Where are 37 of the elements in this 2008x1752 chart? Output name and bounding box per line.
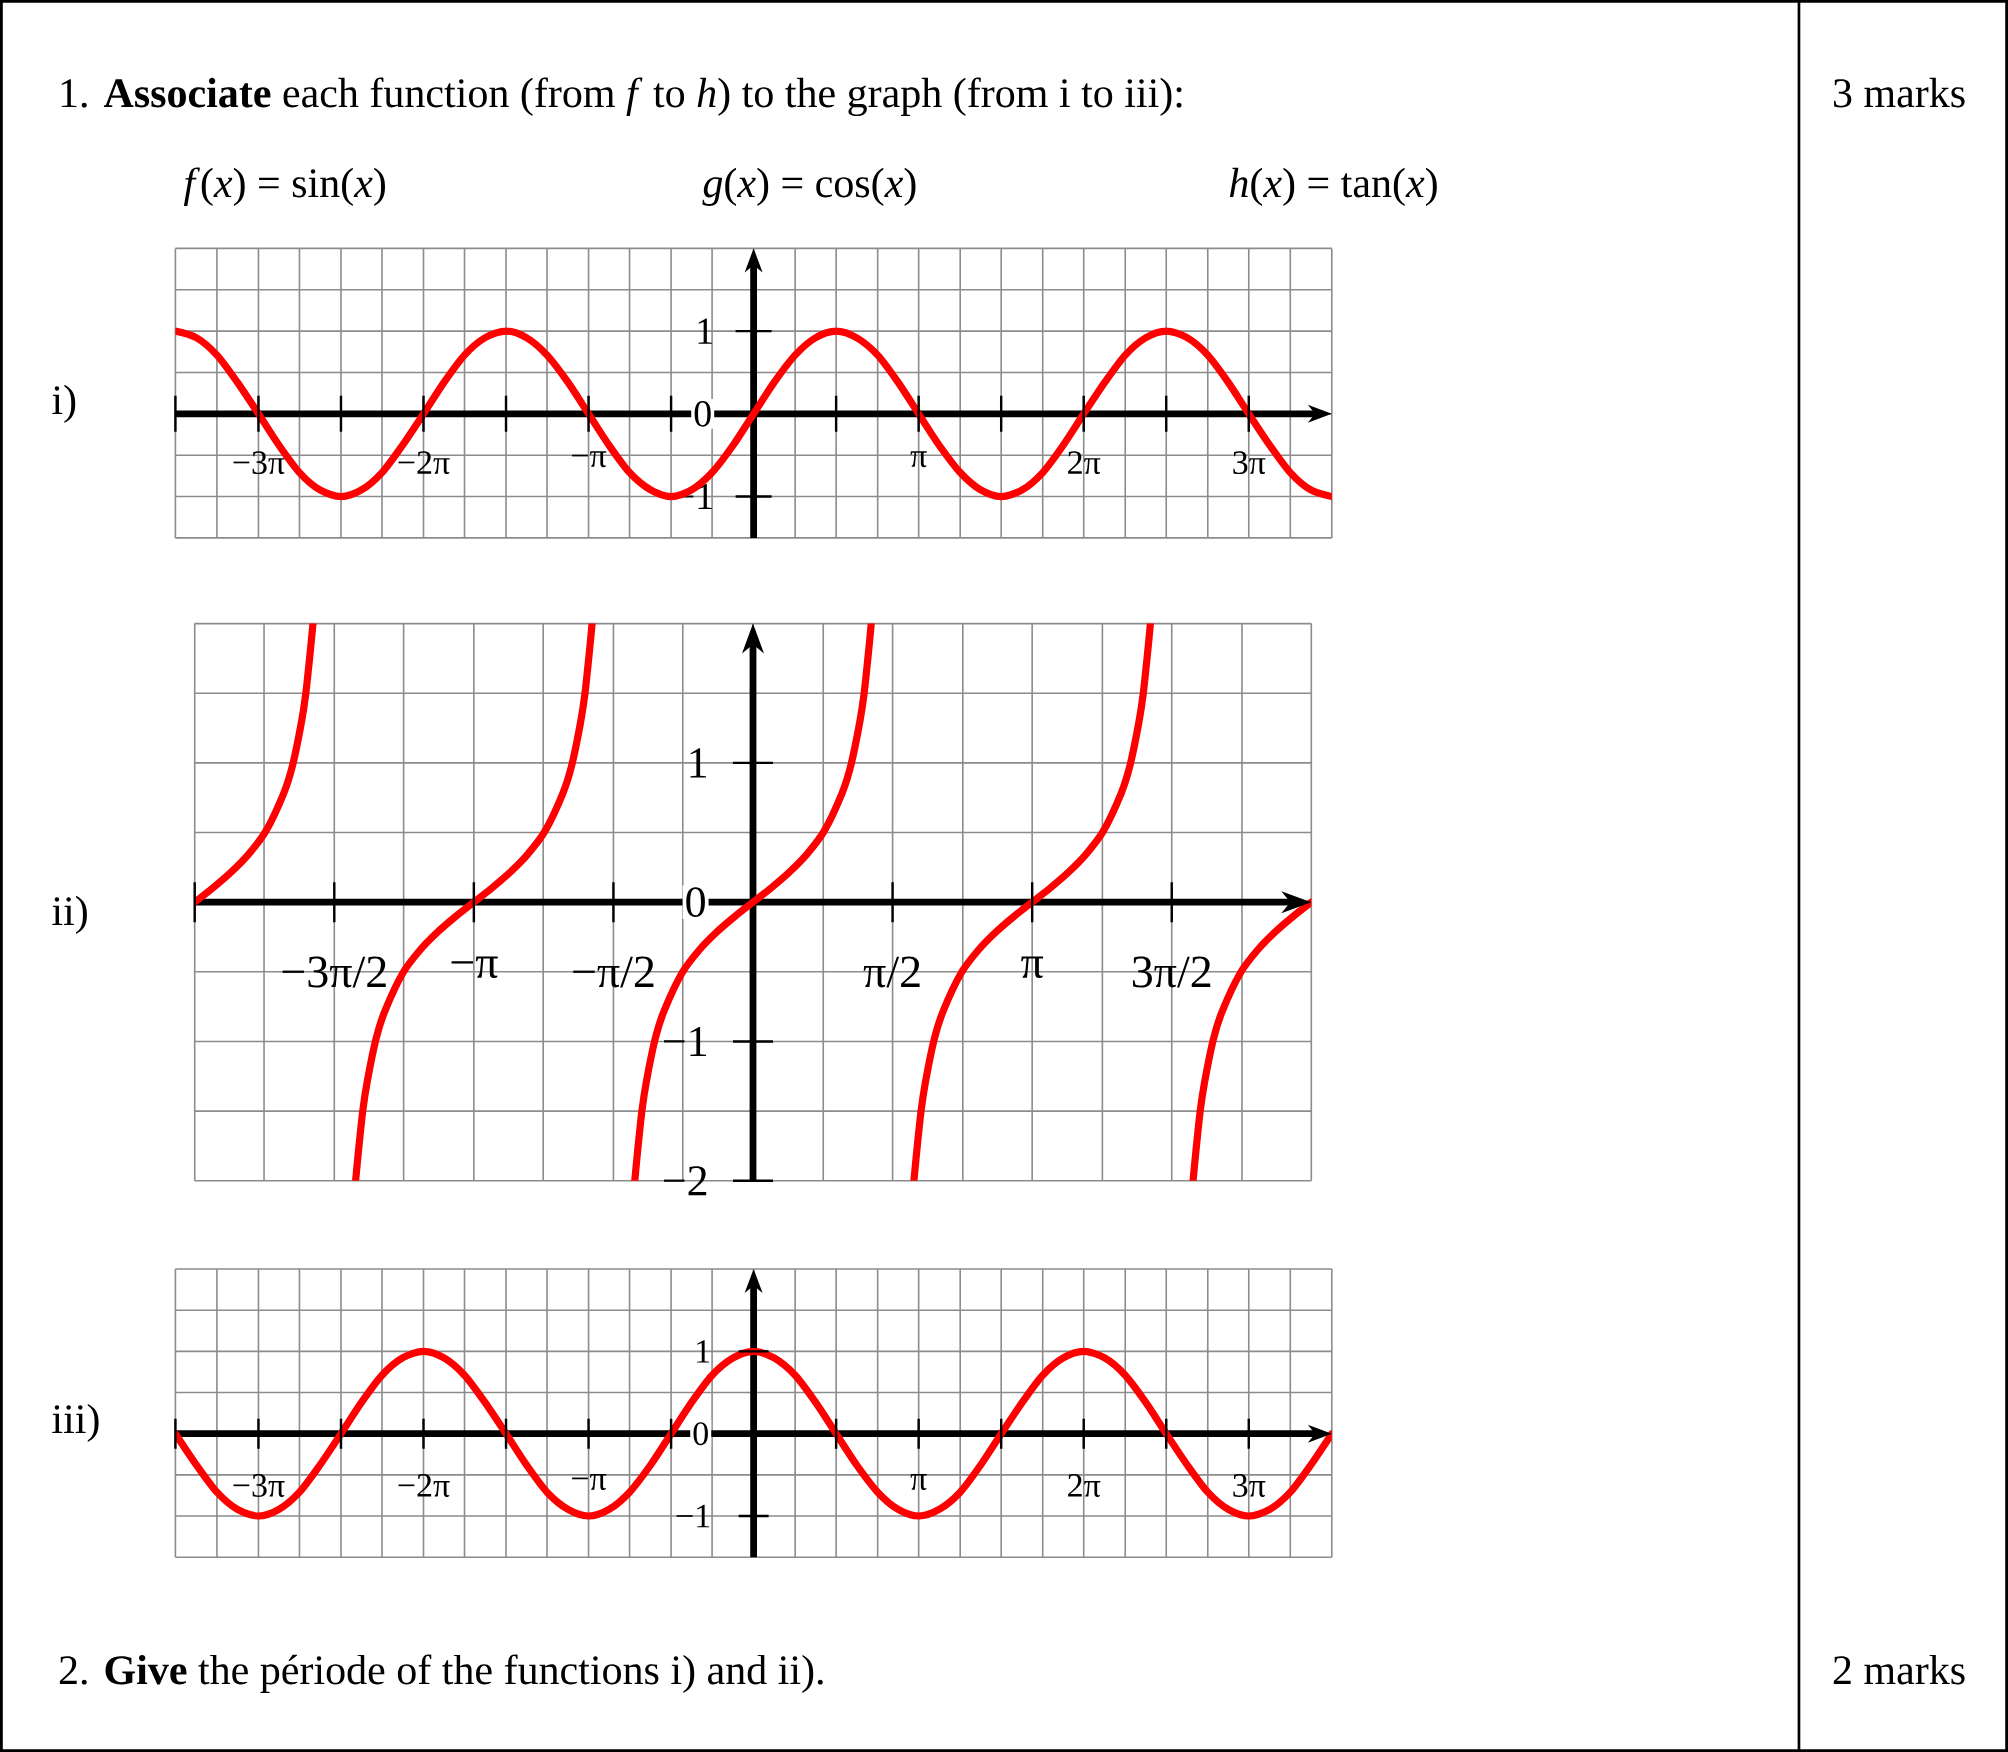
y-tick-label: 0 [693, 1422, 708, 1446]
text: g(x) = cos(x) [702, 167, 916, 206]
x-tick-label: −2π [398, 451, 450, 475]
x-tick-label: π [910, 1474, 927, 1491]
x-tick-label: −3π [233, 1474, 285, 1497]
y-tick-label: 1 [698, 318, 712, 344]
text: h(x) = tan(x) [1229, 167, 1437, 206]
y-tick-label: 0 [686, 887, 705, 918]
y-tick-label: −1 [663, 1026, 706, 1056]
y-tick-label: −2 [663, 1166, 707, 1196]
text: 3 marks [1833, 77, 1965, 108]
x-tick-label: 2π [1068, 451, 1101, 475]
text: iii) [52, 1403, 99, 1442]
x-tick-label: 2π [1068, 1474, 1101, 1497]
x-tick-label: −π/2 [573, 956, 654, 988]
text: 2 marks [1833, 1654, 1965, 1685]
x-tick-label: −3π [233, 451, 285, 475]
x-tick-label: 3π/2 [1132, 956, 1211, 988]
y-tick-label: −1 [676, 1504, 710, 1528]
x-tick-label: 3π [1233, 1474, 1266, 1497]
y-tick-label: 1 [690, 748, 706, 778]
text: ii) [52, 895, 87, 934]
x-tick-label: −π [572, 1474, 607, 1491]
x-tick-label: −π [451, 956, 498, 979]
text: f(x) = sin(x) [183, 167, 385, 206]
x-tick-label: π [910, 451, 927, 468]
x-tick-label: −2π [398, 1474, 450, 1497]
y-tick-label: 1 [697, 1340, 710, 1363]
x-tick-label: −3π/2 [282, 956, 386, 988]
text: 2. Give the période of the functions i) and ii). [59, 1654, 823, 1693]
x-tick-label: π/2 [863, 956, 920, 988]
y-tick-label: 0 [694, 401, 711, 427]
text: i) [52, 384, 76, 423]
x-tick-label: π [1021, 956, 1044, 979]
x-tick-label: −π [572, 451, 607, 468]
x-tick-label: 3π [1233, 451, 1266, 475]
text: 1. Associate each function (from f to h) to the graph (from i to iii): [61, 77, 1182, 117]
